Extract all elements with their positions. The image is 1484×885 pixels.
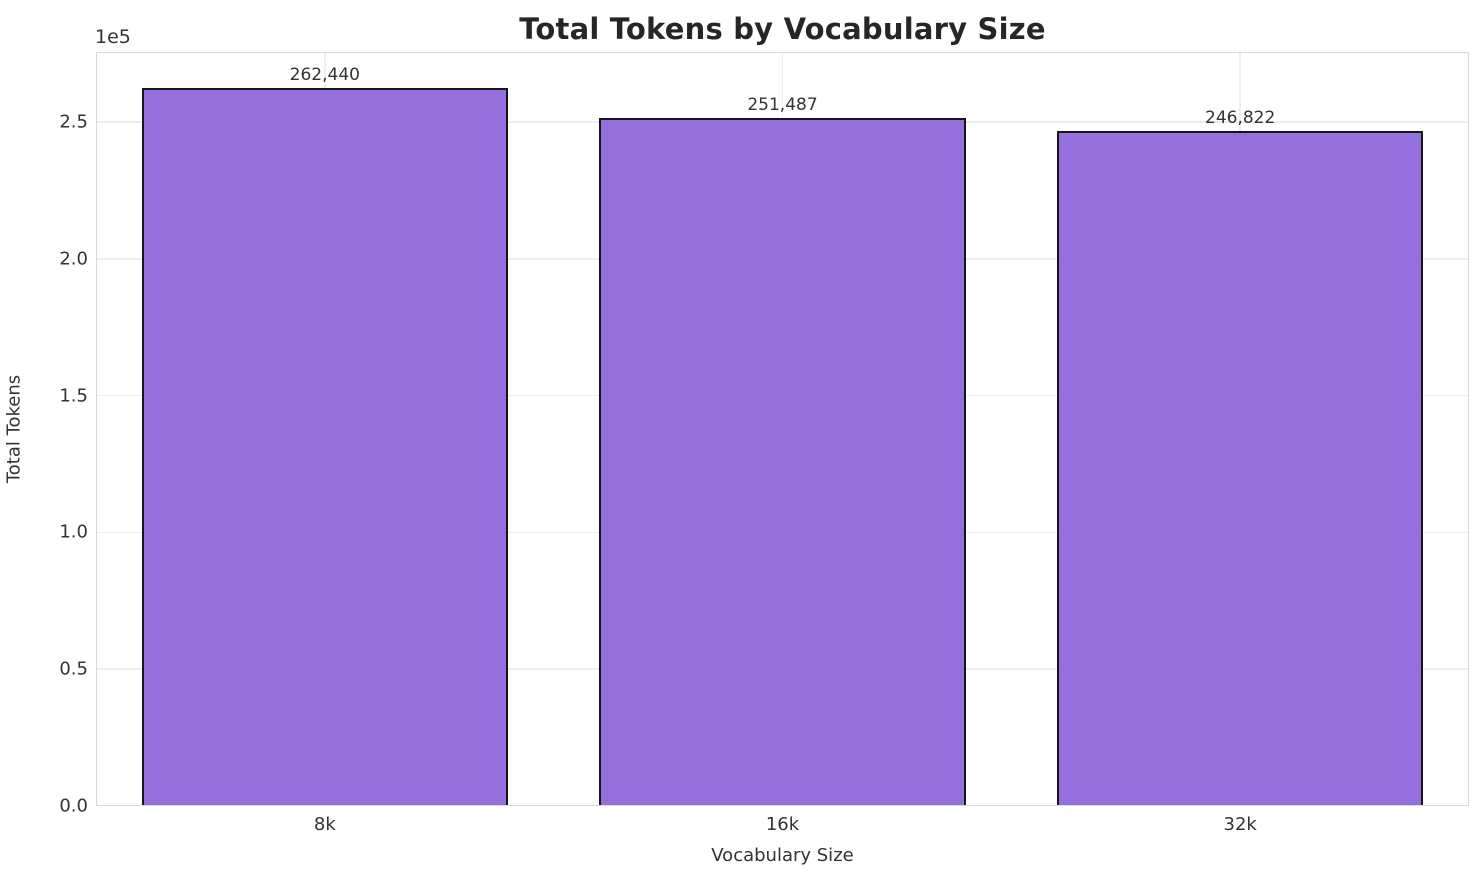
chart-title: Total Tokens by Vocabulary Size <box>519 12 1046 46</box>
bar-16k <box>599 117 966 806</box>
bar-8k <box>141 87 508 806</box>
plot-area: 262,440 251,487 246,822 <box>96 52 1469 806</box>
bar-value-label: 262,440 <box>289 64 360 85</box>
bar-value-label: 251,487 <box>747 94 818 115</box>
x-axis-label: Vocabulary Size <box>711 845 854 866</box>
y-tick-label: 2.5 <box>59 111 88 133</box>
x-tick-label: 32k <box>1223 814 1257 835</box>
y-tick-label: 0.0 <box>59 795 88 817</box>
bar-32k <box>1057 130 1424 806</box>
y-tick-label: 2.0 <box>59 248 88 270</box>
x-tick-label: 8k <box>313 814 336 835</box>
bar-value-label: 246,822 <box>1205 107 1276 128</box>
y-tick-label: 1.5 <box>59 385 88 407</box>
y-axis-label: Total Tokens <box>3 374 25 484</box>
x-tick-label: 16k <box>765 814 800 835</box>
y-tick-label: 0.5 <box>59 658 88 680</box>
y-axis-offset-text: 1e5 <box>95 26 131 48</box>
y-tick-label: 1.0 <box>59 521 88 543</box>
